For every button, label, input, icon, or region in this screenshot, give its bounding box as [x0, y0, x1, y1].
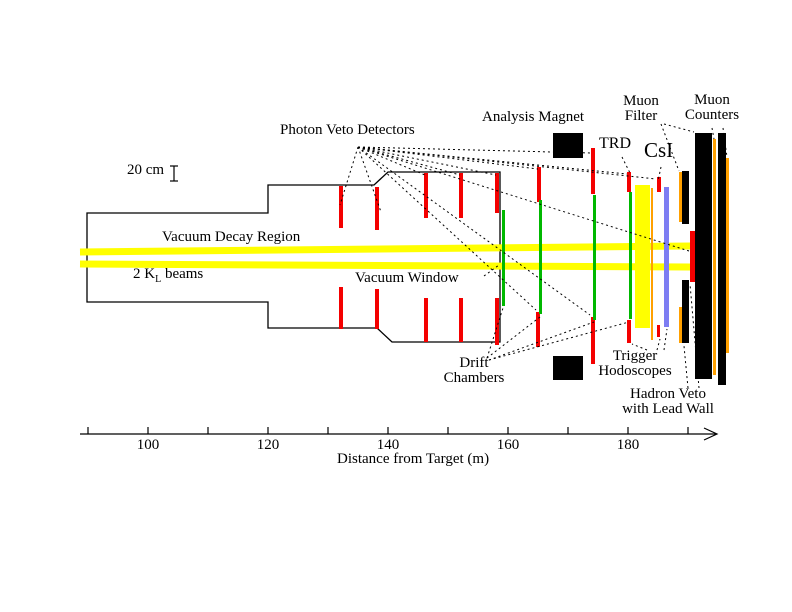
leader-line-15 — [488, 321, 595, 361]
hadron-veto-lead-top — [682, 171, 689, 224]
trigger-hodoscope-plane — [664, 187, 669, 327]
photon-veto-bottom-2 — [375, 289, 379, 329]
hadron-veto-label-line1: Hadron Veto — [630, 386, 706, 402]
kl-beam-lower — [79, 260, 692, 271]
muon-counter-plane-2 — [726, 158, 729, 353]
beam-hole-veto — [690, 231, 696, 282]
leader-line-1 — [339, 146, 359, 206]
leader-line-2 — [357, 146, 382, 213]
drift-chamber-3 — [593, 195, 596, 320]
axis-arrowhead — [703, 427, 719, 441]
photon-veto-bottom-7 — [591, 317, 595, 364]
leader-line-3 — [357, 146, 426, 176]
leader-line-20 — [660, 123, 680, 172]
photon-veto-bottom-6 — [536, 312, 540, 347]
leader-line-28 — [689, 283, 700, 389]
photon-veto-top-2 — [375, 187, 379, 230]
vacuum-vessel-outline — [86, 171, 501, 343]
axis-tick-label-120: 120 — [256, 437, 280, 453]
kl-beams-label-pre: 2 K — [133, 266, 156, 282]
muon-counter-plane-1 — [713, 139, 716, 375]
photon-veto-top-4 — [459, 173, 463, 218]
muon-filter-steel-2 — [718, 133, 726, 385]
muon-filter-label-line2: Filter — [624, 108, 658, 125]
hadron-veto-orange-top — [679, 172, 682, 222]
trd-detector-bottom — [627, 320, 631, 343]
leader-line-7 — [357, 146, 592, 154]
axis-tick-label-100: 100 — [136, 437, 160, 453]
hadron-veto-lead-bottom — [682, 280, 689, 343]
analysis-magnet-top — [553, 133, 583, 158]
trigger-hodoscopes-label-line2: Hodoscopes — [598, 363, 672, 380]
muon-filter-label-line1: Muon — [623, 93, 659, 109]
leader-line-16 — [488, 321, 630, 361]
analysis-magnet-label: Analysis Magnet — [482, 109, 585, 125]
leader-line-5 — [357, 146, 497, 176]
drift-chamber-2 — [539, 200, 542, 314]
trigger-hodoscopes-label: Trigger Hodoscopes — [590, 348, 680, 380]
scale-marker-label: 20 cm — [127, 162, 165, 178]
leader-line-18 — [621, 156, 631, 174]
leader-line-14 — [486, 316, 541, 359]
photon-veto-bottom-1 — [339, 287, 343, 329]
muon-counters-label-line2: Counters — [684, 107, 740, 124]
axis-tick-label-180: 180 — [616, 437, 640, 453]
kl-beam-upper — [79, 242, 692, 256]
leader-line-22 — [711, 127, 715, 140]
kl-beams-label-sub: L — [155, 274, 162, 285]
analysis-magnet-bottom — [553, 356, 583, 380]
photon-veto-bottom-4 — [459, 298, 463, 342]
kl-beams-label-post: beams — [161, 266, 204, 282]
drift-chamber-4 — [629, 192, 632, 319]
vacuum-decay-region-label: Vacuum Decay Region — [162, 229, 301, 245]
csi-label: CsI — [644, 138, 674, 162]
photon-veto-bottom-3 — [424, 298, 428, 342]
csi-calorimeter — [635, 185, 650, 328]
drift-chambers-label-line2: Chambers — [443, 370, 505, 387]
kl-beams-label: 2 KL beams — [133, 266, 204, 285]
leader-line-13 — [486, 307, 504, 359]
veto-small-bottom — [657, 325, 660, 337]
leader-line-27 — [683, 345, 689, 389]
hadron-veto-orange-bottom — [679, 307, 682, 343]
leader-line-26 — [663, 328, 668, 351]
vacuum-window-label: Vacuum Window — [355, 270, 459, 286]
hadron-veto-label: Hadron Veto with Lead Wall — [610, 386, 726, 418]
photon-veto-top-1 — [339, 186, 343, 228]
axis-tick-label-140: 140 — [376, 437, 400, 453]
hadron-veto-label-line2: with Lead Wall — [622, 401, 714, 418]
photon-veto-top-3 — [424, 173, 428, 218]
leader-line-17 — [483, 264, 500, 277]
photon-veto-top-5 — [495, 173, 499, 213]
axis-tick-label-160: 160 — [496, 437, 520, 453]
leader-line-10 — [357, 146, 537, 311]
leader-line-21 — [663, 123, 695, 133]
axis-title: Distance from Target (m) — [337, 451, 490, 467]
muon-filter-label: Muon Filter — [616, 93, 666, 125]
drift-chambers-label-line1: Drift — [459, 355, 489, 371]
leader-line-19 — [657, 166, 662, 182]
photon-veto-bottom-5 — [495, 298, 499, 345]
muon-filter-steel-1 — [695, 133, 712, 379]
hodoscope-orange-plane — [651, 188, 653, 340]
muon-counters-label: Muon Counters — [678, 92, 746, 124]
trd-detector-top — [627, 172, 631, 192]
muon-counters-label-line1: Muon — [694, 92, 730, 108]
photon-veto-detectors-label: Photon Veto Detectors — [280, 122, 415, 138]
photon-veto-top-6 — [537, 167, 541, 202]
veto-small-top — [657, 177, 661, 192]
drift-chamber-1 — [502, 210, 505, 306]
trigger-hodoscopes-label-line1: Trigger — [612, 348, 658, 364]
trd-label: TRD — [599, 135, 631, 152]
drift-chambers-label: Drift Chambers — [434, 355, 514, 387]
leader-line-25 — [656, 338, 661, 351]
